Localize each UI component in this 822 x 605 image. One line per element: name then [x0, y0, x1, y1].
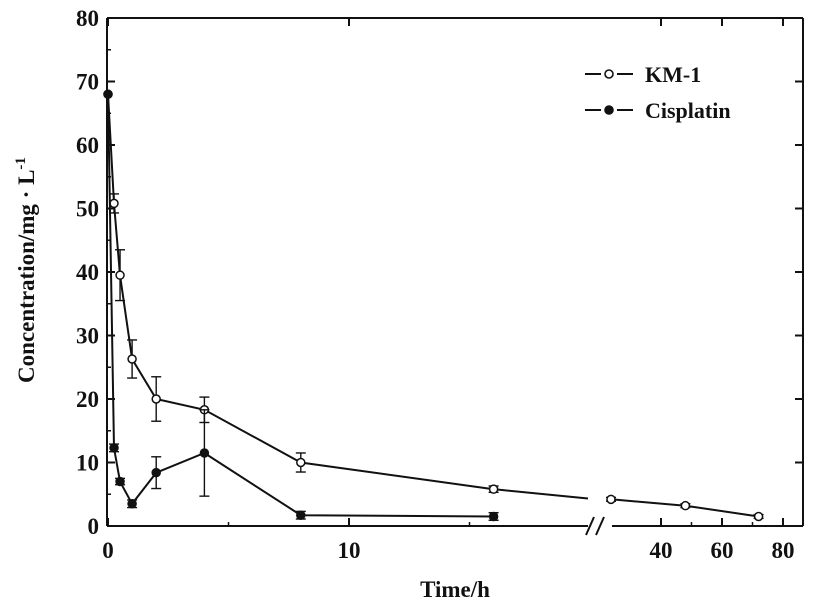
series-km1 [103, 89, 764, 522]
x-axis-ticks: 0 10 40 60 80 [102, 18, 795, 563]
x-tick-label: 40 [650, 538, 673, 563]
series-line [107, 94, 494, 491]
y-tick-label: 50 [76, 197, 99, 222]
series-line-bridge [493, 488, 589, 500]
data-point [151, 394, 161, 404]
y-tick-label: 40 [76, 260, 99, 285]
legend-marker-cisplatin [604, 105, 614, 115]
legend-label-cisplatin: Cisplatin [645, 98, 731, 123]
y-axis-title-superscript: -1 [13, 157, 29, 170]
legend-label-km1: KM-1 [645, 62, 701, 87]
series-line [107, 94, 494, 518]
legend-entry-cisplatin: Cisplatin [585, 98, 731, 123]
data-point [488, 511, 499, 522]
series-layer [103, 89, 764, 522]
data-point [115, 270, 125, 280]
series-cisplatin [103, 89, 499, 522]
data-point [296, 457, 306, 468]
data-point [753, 511, 764, 522]
x-tick-label: 0 [102, 538, 114, 563]
data-point [127, 499, 137, 509]
data-point [151, 467, 161, 478]
legend: KM-1 Cisplatin [585, 62, 731, 123]
data-point [109, 198, 119, 209]
data-point [606, 494, 616, 505]
y-tick-label: 20 [76, 387, 99, 412]
y-axis-title-main: Concentration/mg · L [14, 170, 39, 383]
x-tick-label: 10 [338, 538, 361, 563]
legend-entry-km1: KM-1 [585, 62, 701, 87]
y-tick-label: 10 [76, 451, 99, 476]
data-point [488, 484, 499, 494]
y-axis-ticks: 0 10 20 30 40 50 60 70 80 [76, 6, 803, 539]
x-axis-title: Time/h [420, 577, 490, 602]
y-tick-label: 60 [76, 133, 99, 158]
data-point [115, 476, 125, 487]
data-point [296, 510, 306, 520]
data-point [680, 500, 691, 511]
y-tick-label: 70 [76, 70, 99, 95]
y-tick-label: 80 [76, 6, 99, 31]
legend-marker-km1 [604, 69, 614, 79]
data-point [127, 354, 137, 364]
axis-break-mark-1 [585, 516, 595, 536]
y-tick-label: 0 [88, 514, 100, 539]
x-tick-label: 60 [711, 538, 734, 563]
y-axis-title: Concentration/mg · L-1 [13, 157, 39, 383]
data-point [109, 443, 119, 453]
x-tick-label: 80 [772, 538, 795, 563]
data-point [103, 89, 113, 99]
data-point [199, 448, 210, 458]
y-tick-label: 30 [76, 324, 99, 349]
axis-break-mark-2 [595, 516, 605, 536]
